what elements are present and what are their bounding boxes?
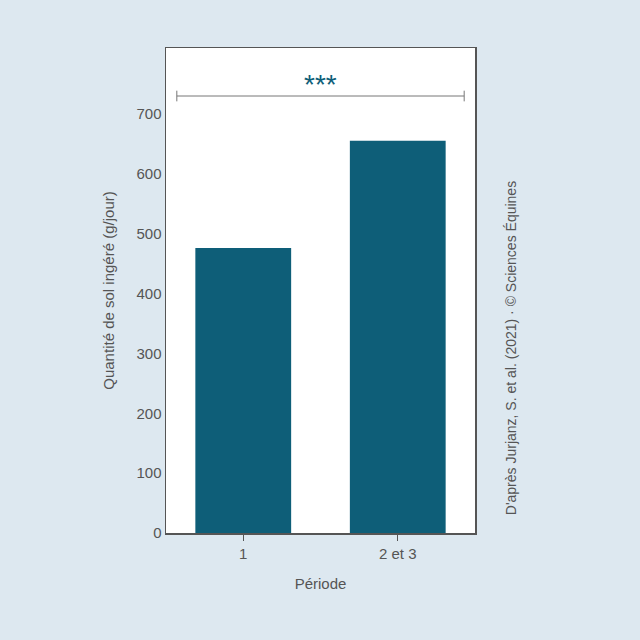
svg-text:0: 0 — [153, 524, 161, 541]
svg-text:Période: Période — [295, 575, 347, 592]
svg-text:2 et 3: 2 et 3 — [379, 545, 417, 562]
svg-text:D'après Jurjanz, S. et al. (20: D'après Jurjanz, S. et al. (2021) · © Sc… — [503, 181, 519, 515]
svg-text:600: 600 — [136, 165, 161, 182]
svg-text:400: 400 — [136, 285, 161, 302]
svg-text:700: 700 — [136, 105, 161, 122]
svg-text:300: 300 — [136, 345, 161, 362]
svg-text:500: 500 — [136, 225, 161, 242]
svg-text:200: 200 — [136, 405, 161, 422]
svg-text:***: *** — [304, 69, 337, 100]
svg-text:Quantité de sol ingéré (g/jour: Quantité de sol ingéré (g/jour) — [100, 191, 117, 389]
svg-text:1: 1 — [239, 545, 247, 562]
svg-text:100: 100 — [136, 464, 161, 481]
